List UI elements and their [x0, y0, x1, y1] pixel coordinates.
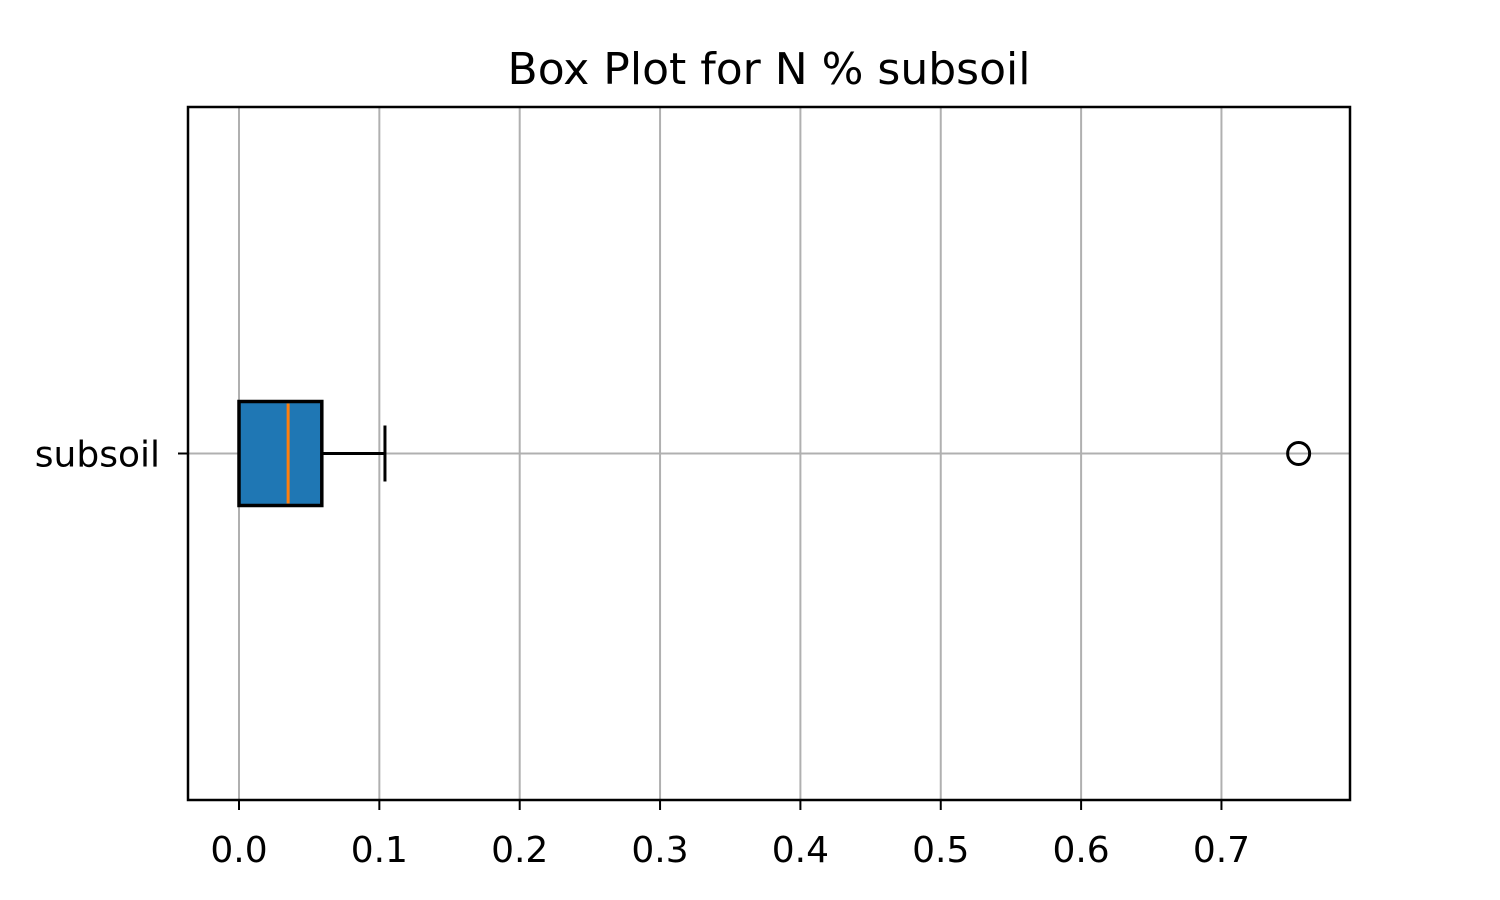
box-plot-marks	[237, 399, 1312, 508]
x-tick-label: 0.2	[491, 830, 548, 871]
grid-lines	[188, 107, 1350, 800]
plot-area-frame	[186, 105, 1352, 802]
x-tick-label: 0.7	[1193, 830, 1250, 871]
x-tick-label: 0.3	[631, 830, 688, 871]
axes: 0.0 0.1 0.2 0.3 0.4 0.5 0.6 0.7 subsoil	[35, 435, 1250, 872]
x-tick-label: 0.6	[1052, 830, 1109, 871]
x-tick-label: 0.1	[351, 830, 408, 871]
y-tick-label: subsoil	[35, 435, 160, 476]
iqr-box	[237, 399, 324, 508]
x-tick-label: 0.5	[912, 830, 969, 871]
x-tick-label: 0.0	[210, 830, 267, 871]
outlier-point	[1286, 441, 1312, 466]
x-tick-label: 0.4	[772, 830, 829, 871]
chart-title: Box Plot for N % subsoil	[508, 44, 1031, 95]
